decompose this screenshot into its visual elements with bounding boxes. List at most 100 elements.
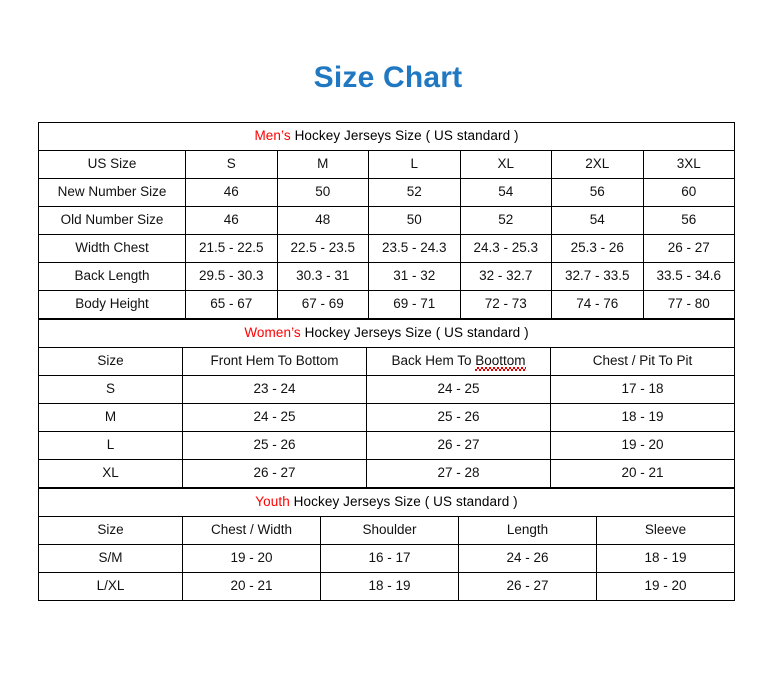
- womens-header-row: Size Front Hem To Bottom Back Hem To Boo…: [38, 347, 736, 376]
- mens-section-banner: Men’s Hockey Jerseys Size ( US standard …: [37, 122, 736, 151]
- table-cell: 21.5 - 22.5: [185, 234, 278, 263]
- table-row: S/M 19 - 20 16 - 17 24 - 26 18 - 19: [38, 544, 736, 573]
- table-row: L 25 - 26 26 - 27 19 - 20: [38, 431, 736, 460]
- row-label: M: [38, 403, 183, 432]
- row-label: S: [38, 375, 183, 404]
- mens-header-row: US Size S M L XL 2XL 3XL: [38, 150, 736, 179]
- mens-banner-cell: Men’s Hockey Jerseys Size ( US standard …: [37, 122, 736, 151]
- table-cell: 46: [185, 178, 278, 207]
- youth-header-cell: Shoulder: [320, 516, 459, 545]
- row-label: Width Chest: [38, 234, 186, 263]
- table-row: XL 26 - 27 27 - 28 20 - 21: [38, 459, 736, 488]
- page-title: Size Chart: [313, 61, 463, 94]
- table-cell: 25.3 - 26: [551, 234, 644, 263]
- row-label: Old Number Size: [38, 206, 186, 235]
- womens-header-cell-misspelled: Back Hem To Boottom: [366, 347, 551, 376]
- mens-header-cell: 2XL: [551, 150, 644, 179]
- mens-header-cell: M: [276, 150, 369, 179]
- row-label: L/XL: [38, 572, 183, 601]
- row-label: New Number Size: [38, 178, 186, 207]
- table-cell: 56: [551, 178, 644, 207]
- table-row: L/XL 20 - 21 18 - 19 26 - 27 19 - 20: [38, 572, 736, 601]
- table-cell: 30.3 - 31: [276, 262, 369, 291]
- womens-banner-cell: Women’s Hockey Jerseys Size ( US standar…: [37, 319, 736, 348]
- table-cell: 20 - 21: [549, 459, 736, 488]
- row-label: XL: [38, 459, 183, 488]
- table-cell: 26 - 27: [458, 572, 597, 601]
- mens-header-cell: 3XL: [642, 150, 736, 179]
- table-cell: 19 - 20: [595, 572, 736, 601]
- table-row: Width Chest 21.5 - 22.5 22.5 - 23.5 23.5…: [38, 234, 736, 263]
- youth-header-cell: Sleeve: [595, 516, 736, 545]
- table-cell: 72 - 73: [459, 290, 552, 319]
- table-cell: 23 - 24: [182, 375, 367, 404]
- table-row: M 24 - 25 25 - 26 18 - 19: [38, 403, 736, 432]
- mens-banner-accent: Men’s: [254, 128, 291, 144]
- youth-header-cell: Size: [38, 516, 183, 545]
- table-cell: 26 - 27: [182, 459, 367, 488]
- womens-header-cell: Size: [38, 347, 183, 376]
- womens-header-cell: Front Hem To Bottom: [182, 347, 367, 376]
- table-cell: 52: [459, 206, 552, 235]
- size-chart-tables: Men’s Hockey Jerseys Size ( US standard …: [37, 122, 736, 601]
- womens-banner-accent: Women’s: [244, 325, 301, 341]
- table-cell: 52: [368, 178, 461, 207]
- table-row: Body Height 65 - 67 67 - 69 69 - 71 72 -…: [38, 290, 736, 319]
- header-prefix-text: Back Hem To: [391, 352, 476, 368]
- table-cell: 24.3 - 25.3: [459, 234, 552, 263]
- table-cell: 24 - 25: [366, 375, 551, 404]
- table-cell: 25 - 26: [182, 431, 367, 460]
- table-cell: 69 - 71: [368, 290, 461, 319]
- table-cell: 32 - 32.7: [459, 262, 552, 291]
- row-label: Back Length: [38, 262, 186, 291]
- table-cell: 25 - 26: [366, 403, 551, 432]
- womens-banner-rest: Hockey Jerseys Size ( US standard ): [300, 325, 529, 341]
- table-cell: 31 - 32: [368, 262, 461, 291]
- mens-size-table: Men’s Hockey Jerseys Size ( US standard …: [37, 122, 736, 319]
- table-cell: 19 - 20: [182, 544, 321, 573]
- table-cell: 60: [642, 178, 736, 207]
- womens-section-banner: Women’s Hockey Jerseys Size ( US standar…: [37, 319, 736, 348]
- table-cell: 16 - 17: [320, 544, 459, 573]
- table-cell: 26 - 27: [366, 431, 551, 460]
- table-cell: 77 - 80: [642, 290, 736, 319]
- table-cell: 33.5 - 34.6: [642, 262, 736, 291]
- table-cell: 50: [276, 178, 369, 207]
- youth-header-cell: Chest / Width: [182, 516, 321, 545]
- table-cell: 27 - 28: [366, 459, 551, 488]
- spellcheck-underlined-word: Boottom: [475, 352, 526, 372]
- youth-banner-cell: Youth Hockey Jerseys Size ( US standard …: [37, 488, 736, 517]
- table-cell: 24 - 25: [182, 403, 367, 432]
- womens-header-cell: Chest / Pit To Pit: [549, 347, 736, 376]
- table-cell: 56: [642, 206, 736, 235]
- youth-banner-rest: Hockey Jerseys Size ( US standard ): [289, 494, 518, 510]
- womens-size-table: Women’s Hockey Jerseys Size ( US standar…: [37, 319, 736, 488]
- row-label: L: [38, 431, 183, 460]
- table-cell: 67 - 69: [276, 290, 369, 319]
- table-cell: 48: [276, 206, 369, 235]
- table-cell: 54: [551, 206, 644, 235]
- table-cell: 26 - 27: [642, 234, 736, 263]
- table-cell: 23.5 - 24.3: [368, 234, 461, 263]
- mens-header-cell: L: [368, 150, 461, 179]
- table-row: New Number Size 46 50 52 54 56 60: [38, 178, 736, 207]
- table-cell: 22.5 - 23.5: [276, 234, 369, 263]
- table-cell: 19 - 20: [549, 431, 736, 460]
- youth-section-banner: Youth Hockey Jerseys Size ( US standard …: [37, 488, 736, 517]
- table-cell: 17 - 18: [549, 375, 736, 404]
- row-label: S/M: [38, 544, 183, 573]
- table-cell: 74 - 76: [551, 290, 644, 319]
- mens-header-cell: US Size: [38, 150, 186, 179]
- table-row: Back Length 29.5 - 30.3 30.3 - 31 31 - 3…: [38, 262, 736, 291]
- mens-header-cell: XL: [459, 150, 552, 179]
- youth-header-row: Size Chest / Width Shoulder Length Sleev…: [38, 516, 736, 545]
- table-row: S 23 - 24 24 - 25 17 - 18: [38, 375, 736, 404]
- mens-banner-rest: Hockey Jerseys Size ( US standard ): [290, 128, 519, 144]
- table-cell: 24 - 26: [458, 544, 597, 573]
- row-label: Body Height: [38, 290, 186, 319]
- table-cell: 54: [459, 178, 552, 207]
- youth-size-table: Youth Hockey Jerseys Size ( US standard …: [37, 488, 736, 601]
- table-cell: 18 - 19: [549, 403, 736, 432]
- table-cell: 46: [185, 206, 278, 235]
